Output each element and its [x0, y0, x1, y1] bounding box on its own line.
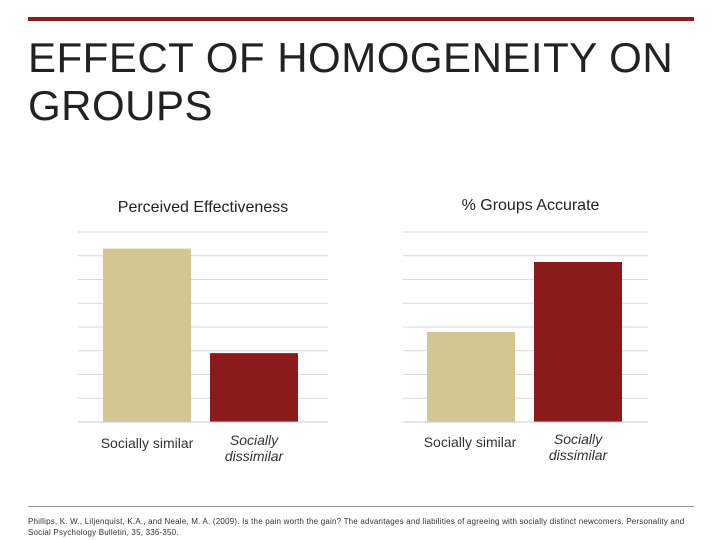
- chart1-category-label-similar: Socially similar: [100, 435, 194, 451]
- chart2-bar-similar: [427, 332, 515, 422]
- slide-title: EFFECT OF HOMOGENEITY ON GROUPS: [28, 34, 674, 129]
- chart1-category-label-dissimilar: Socially dissimilar: [224, 432, 284, 464]
- chart-title-groups-accurate: % Groups Accurate: [461, 197, 600, 214]
- chart2-category-label-dissimilar: Socially dissimilar: [548, 431, 608, 463]
- bottom-rule: [28, 506, 694, 507]
- chart1-bar-similar: [103, 248, 191, 422]
- chart2-bar-dissimilar: [534, 262, 622, 422]
- citation-text: Phillips, K. W., Liljenquist, K.A., and …: [28, 517, 685, 537]
- chart-title-perceived-effectiveness: Perceived Effectiveness: [117, 199, 289, 216]
- chart1-bar-dissimilar: [210, 353, 298, 422]
- chart2-category-label-similar: Socially similar: [423, 434, 517, 450]
- top-accent-rule: [28, 17, 694, 21]
